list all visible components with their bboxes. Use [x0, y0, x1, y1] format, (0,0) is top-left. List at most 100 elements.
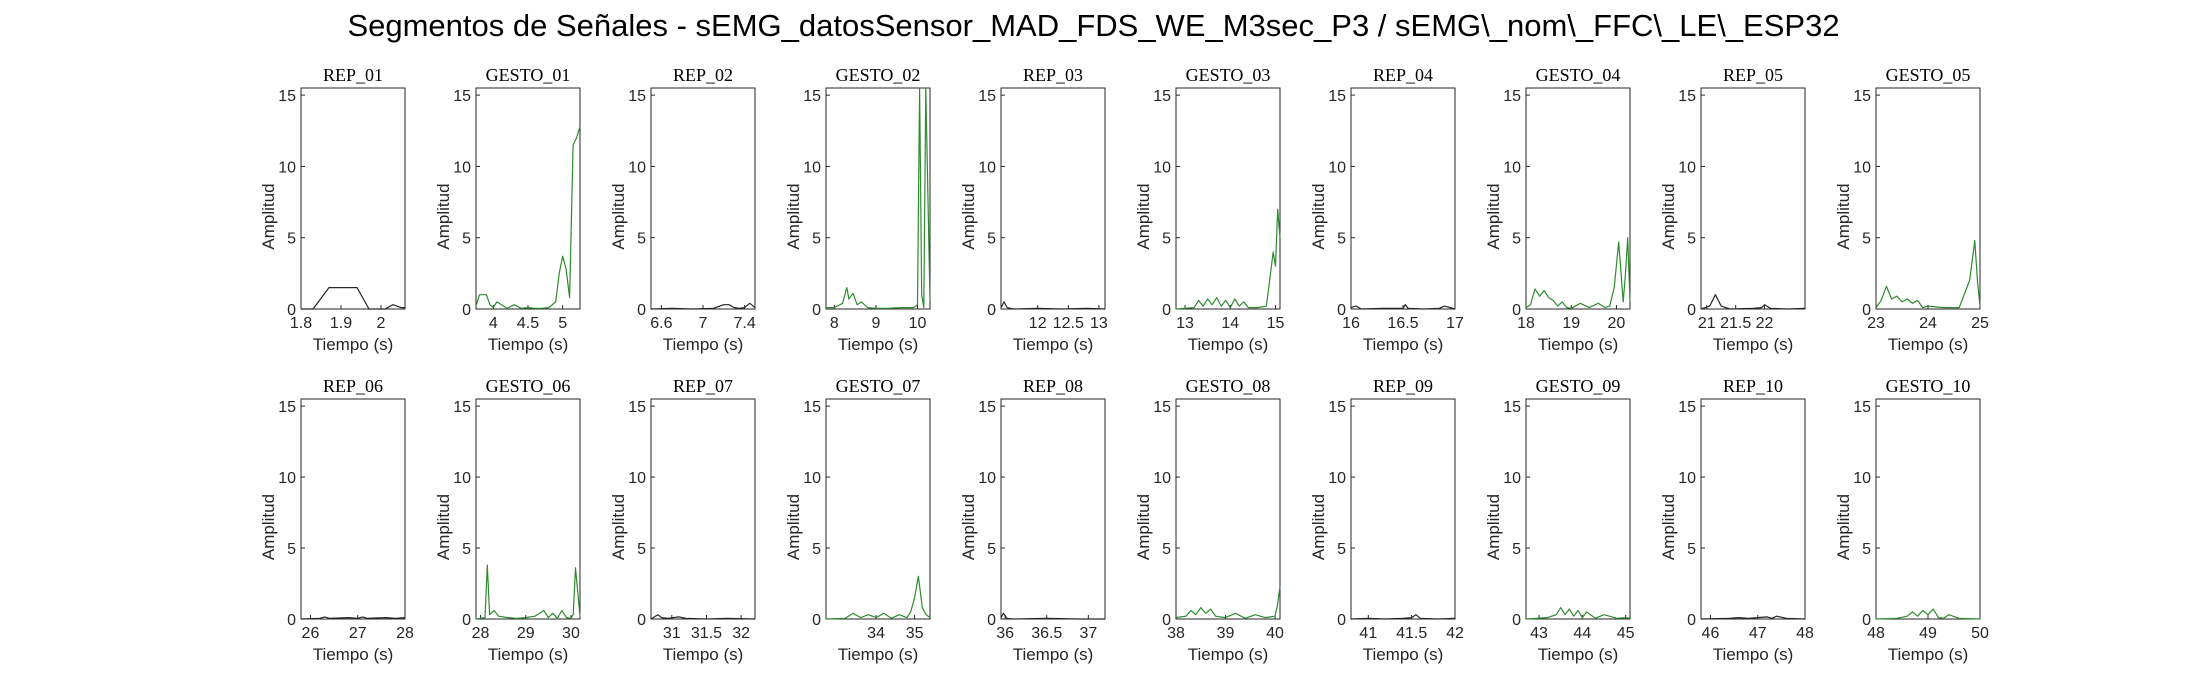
plot-13-frame: [650, 398, 756, 620]
plot-6-ytick-label: 5: [1162, 231, 1171, 248]
plot-12-ytick-label: 5: [462, 541, 471, 558]
plot-5-ytick-label: 15: [978, 88, 996, 105]
plot-20-xtick-label: 49: [1919, 625, 1937, 642]
plot-10-xtick-label: 25: [1971, 315, 1989, 332]
plot-2-xtick-label: 4.5: [517, 315, 539, 332]
plot-3-frame: [650, 87, 756, 310]
plot-15-ytick-label: 0: [987, 612, 996, 629]
plot-12-series-line: [475, 564, 581, 620]
plot-2-ytick-label: 5: [462, 231, 471, 248]
plot-14-series-line: [825, 575, 931, 620]
plot-1-ytick-label: 15: [278, 88, 296, 105]
plot-13-ylabel: Amplitud: [609, 494, 628, 560]
plot-8-xtick-label: 19: [1562, 315, 1580, 332]
plot-12-xtick-label: 28: [472, 625, 490, 642]
plot-17-xlabel: Tiempo (s): [1363, 645, 1444, 664]
plot-7-ytick-label: 0: [1337, 302, 1346, 319]
plot-11-frame: [300, 398, 406, 620]
plot-17-ytick-label: 0: [1337, 612, 1346, 629]
plot-8-ytick-label: 15: [1503, 88, 1521, 105]
plot-3-series-line: [650, 302, 756, 310]
plot-1-series-line: [301, 287, 405, 310]
plot-10-ytick-label: 5: [1862, 231, 1871, 248]
plot-18-series-line: [1525, 606, 1631, 620]
plot-9-ytick-label: 15: [1678, 88, 1696, 105]
plot-19-xtick-label: 46: [1702, 625, 1720, 642]
plot-7-xtick-label: 16.5: [1387, 315, 1418, 332]
plot-8-ytick-label: 5: [1512, 231, 1521, 248]
plot-2-xtick-label: 5: [558, 315, 567, 332]
plot-6-xtick-label: 14: [1221, 315, 1239, 332]
plot-10-ylabel: Amplitud: [1834, 183, 1853, 249]
plot-2-title: GESTO_01: [486, 65, 571, 85]
plot-13-xtick-label: 31.5: [691, 625, 722, 642]
plot-11-xlabel: Tiempo (s): [313, 645, 394, 664]
plot-18-ytick-label: 5: [1512, 541, 1521, 558]
plot-20-xtick-label: 50: [1971, 625, 1989, 642]
plot-9-title: REP_05: [1723, 65, 1783, 85]
plot-4-xtick-label: 9: [871, 315, 880, 332]
plot-2-frame: [475, 87, 581, 310]
plot-14-ytick-label: 10: [803, 470, 821, 487]
plot-2-ytick-label: 10: [453, 159, 471, 176]
plot-15-xtick-label: 36.5: [1031, 625, 1062, 642]
plot-7-ytick-label: 10: [1328, 159, 1346, 176]
plot-17-series-line: [1350, 614, 1456, 620]
plot-16-ytick-label: 0: [1162, 612, 1171, 629]
plot-19-ytick-label: 10: [1678, 470, 1696, 487]
plot-13-xlabel: Tiempo (s): [663, 645, 744, 664]
plot-12-ytick-label: 0: [462, 612, 471, 629]
plot-17-ylabel: Amplitud: [1309, 494, 1328, 560]
plot-1-xlabel: Tiempo (s): [313, 335, 394, 354]
plot-15-xlabel: Tiempo (s): [1013, 645, 1094, 664]
plot-17-ytick-label: 5: [1337, 541, 1346, 558]
plot-10-xtick-label: 24: [1919, 315, 1937, 332]
plot-3-title: REP_02: [673, 65, 733, 85]
plot-14-xtick-label: 35: [906, 625, 924, 642]
plot-7-ytick-label: 15: [1328, 88, 1346, 105]
plot-9-xtick-label: 21.5: [1720, 315, 1751, 332]
plot-15-title: REP_08: [1023, 376, 1083, 396]
plot-4-ytick-label: 10: [803, 159, 821, 176]
plot-5-ytick-label: 10: [978, 159, 996, 176]
plot-14-ylabel: Amplitud: [784, 494, 803, 560]
plot-3-ytick-label: 5: [637, 231, 646, 248]
plot-10-title: GESTO_05: [1886, 65, 1971, 85]
plot-6-series-line: [1175, 208, 1281, 310]
plot-18-ytick-label: 10: [1503, 470, 1521, 487]
plot-3-ytick-label: 15: [628, 88, 646, 105]
plot-19-series-line: [1700, 615, 1806, 620]
plot-11-title: REP_06: [323, 376, 383, 396]
plot-6-xtick-label: 13: [1176, 315, 1194, 332]
plot-15-frame: [1000, 398, 1106, 620]
plot-16-frame: [1175, 398, 1281, 620]
plot-20-xtick-label: 48: [1867, 625, 1885, 642]
plot-18-frame: [1525, 398, 1631, 620]
plot-16-xtick-label: 40: [1266, 625, 1284, 642]
plot-16-ytick-label: 10: [1153, 470, 1171, 487]
plot-13-xtick-label: 31: [663, 625, 681, 642]
plot-1-ytick-label: 10: [278, 159, 296, 176]
plot-6-title: GESTO_03: [1186, 65, 1271, 85]
plot-8-xtick-label: 20: [1608, 315, 1626, 332]
plot-6-xtick-label: 15: [1267, 315, 1285, 332]
plot-2-xlabel: Tiempo (s): [488, 335, 569, 354]
plot-19-ytick-label: 15: [1678, 399, 1696, 416]
plot-7-series-line: [1350, 304, 1456, 310]
plot-3-xtick-label: 7.4: [733, 315, 755, 332]
plot-4-xlabel: Tiempo (s): [838, 335, 919, 354]
plot-2-ytick-label: 15: [453, 88, 471, 105]
plot-19-xtick-label: 47: [1749, 625, 1767, 642]
plot-8-xtick-label: 18: [1517, 315, 1535, 332]
plot-2-ytick-label: 0: [462, 302, 471, 319]
plot-9-frame: [1700, 87, 1806, 310]
plot-10-xtick-label: 23: [1867, 315, 1885, 332]
plot-1-ytick-label: 5: [287, 231, 296, 248]
plot-17-frame: [1350, 398, 1456, 620]
plot-13-ytick-label: 15: [628, 399, 646, 416]
plot-19-xtick-label: 48: [1796, 625, 1814, 642]
plot-8-series-line: [1525, 237, 1631, 309]
plot-1-ytick-label: 0: [287, 302, 296, 319]
plot-5-ylabel: Amplitud: [959, 183, 978, 249]
